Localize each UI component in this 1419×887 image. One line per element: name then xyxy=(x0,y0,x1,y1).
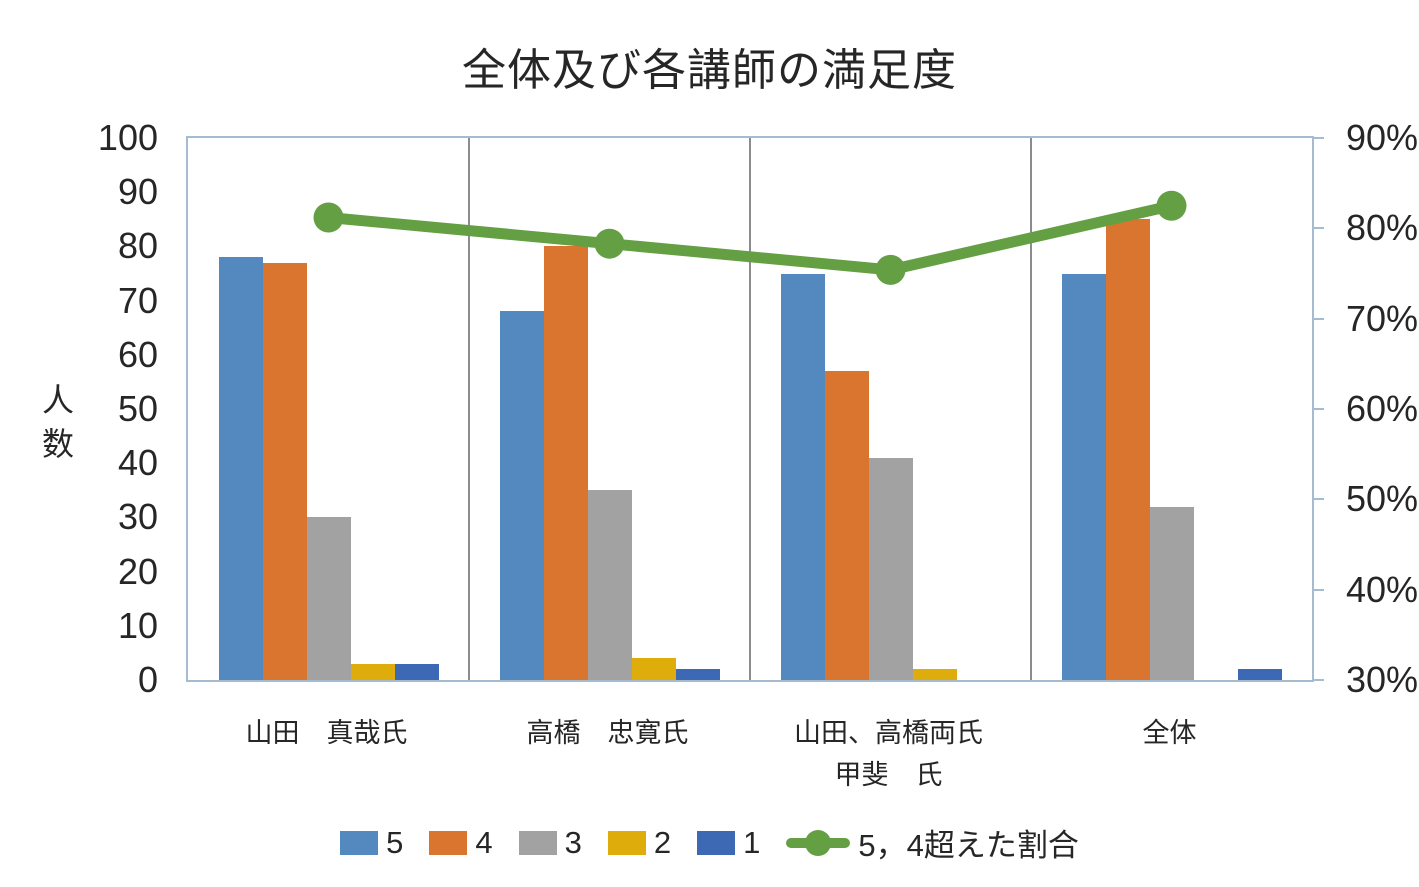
category-label-line: 山田、高橋両氏 xyxy=(794,718,983,748)
right-axis-tick-mark xyxy=(1314,588,1324,591)
category-label-0: 山田 真哉氏 xyxy=(146,712,507,754)
category-divider xyxy=(1030,138,1032,680)
legend-item-line: 5，4超えた割合 xyxy=(786,820,1079,865)
bar-series-1-cat-1 xyxy=(675,669,720,680)
right-axis-tick-mark xyxy=(1314,227,1324,230)
legend-line-marker-icon xyxy=(786,829,851,856)
bar-series-2-cat-2 xyxy=(912,669,957,680)
legend-item-4: 4 xyxy=(429,824,493,861)
legend-label: 5 xyxy=(386,824,404,860)
legend-swatch-icon xyxy=(429,830,468,855)
left-axis-title-char: 数 xyxy=(41,426,74,462)
left-axis-tick-label: 100 xyxy=(97,117,158,158)
category-label-3: 全体 xyxy=(989,712,1350,754)
right-axis-tick-mark xyxy=(1314,317,1324,320)
legend-swatch-icon xyxy=(340,830,379,855)
legend-swatch-icon xyxy=(518,830,557,855)
right-axis-tick-label: 70% xyxy=(1346,297,1419,339)
left-axis-tick-label: 30 xyxy=(117,496,158,538)
right-axis-tick-mark xyxy=(1314,137,1324,139)
bar-series-2-cat-1 xyxy=(631,658,676,680)
bar-series-4-cat-0 xyxy=(262,262,307,680)
legend-line-dot xyxy=(805,829,832,856)
line-marker-cat-3 xyxy=(1156,190,1187,221)
bar-series-5-cat-0 xyxy=(218,257,263,680)
legend-item-5: 5 xyxy=(340,825,403,861)
line-marker-cat-2 xyxy=(875,254,906,285)
chart-title: 全体及び各講師の満足度 xyxy=(462,46,957,95)
bar-series-5-cat-3 xyxy=(1061,273,1106,680)
left-axis-tick-label: 80 xyxy=(117,225,158,267)
left-axis-title-char: 人 xyxy=(41,382,74,418)
right-axis-tick-mark xyxy=(1314,498,1324,501)
legend-label: 4 xyxy=(475,824,493,860)
right-axis-tick-label: 40% xyxy=(1346,568,1419,610)
legend: 5 4 3 2 1 5，4超えた割合 xyxy=(0,820,1419,865)
bar-series-4-cat-1 xyxy=(543,246,588,680)
legend-swatch-icon xyxy=(697,830,736,855)
left-axis-tick-label: 20 xyxy=(117,550,158,592)
legend-item-3: 3 xyxy=(518,824,582,861)
legend-swatch-icon xyxy=(607,830,646,855)
plot-area xyxy=(186,136,1314,682)
line-marker-cat-1 xyxy=(594,228,625,259)
left-axis-tick-label: 60 xyxy=(117,333,158,375)
bar-series-4-cat-3 xyxy=(1105,219,1150,680)
bar-series-3-cat-3 xyxy=(1149,506,1194,680)
bar-series-1-cat-0 xyxy=(394,663,439,680)
right-axis-tick-label: 30% xyxy=(1346,659,1419,700)
right-axis-tick-label: 80% xyxy=(1346,207,1419,249)
left-axis-tick-label: 90 xyxy=(117,171,158,213)
legend-label: 1 xyxy=(743,824,761,860)
category-label-line: 高橋 忠寛氏 xyxy=(526,718,689,748)
bar-series-5-cat-2 xyxy=(780,273,825,680)
bar-series-5-cat-1 xyxy=(499,311,544,680)
left-axis-tick-label: 10 xyxy=(117,604,158,646)
category-divider xyxy=(468,138,470,680)
right-axis-tick-mark xyxy=(1314,679,1324,681)
right-axis-tick-label: 90% xyxy=(1346,117,1419,158)
bar-series-4-cat-2 xyxy=(824,371,869,680)
right-axis-tick-label: 50% xyxy=(1346,478,1419,520)
legend-item-2: 2 xyxy=(607,824,672,861)
category-label-line: 甲斐 氏 xyxy=(834,760,943,790)
line-marker-cat-0 xyxy=(313,202,344,233)
bar-series-3-cat-0 xyxy=(306,517,351,680)
left-axis-tick-label: 70 xyxy=(117,279,158,321)
right-axis-tick-mark xyxy=(1314,408,1324,410)
category-label-1: 高橋 忠寛氏 xyxy=(427,712,788,754)
category-label-line: 山田 真哉氏 xyxy=(245,718,408,748)
left-axis-tick-label: 50 xyxy=(117,388,158,429)
category-divider xyxy=(749,138,751,680)
left-axis-tick-label: 40 xyxy=(117,442,158,484)
bar-series-2-cat-0 xyxy=(350,663,395,680)
right-axis-tick-label: 60% xyxy=(1346,388,1419,429)
left-axis-title: 人数 xyxy=(40,378,76,466)
category-label-2: 山田、高橋両氏 甲斐 氏 xyxy=(708,712,1069,796)
legend-label: 5，4超えた割合 xyxy=(858,828,1079,863)
legend-item-1: 1 xyxy=(697,825,760,861)
bar-series-3-cat-1 xyxy=(587,490,632,680)
left-axis-tick-label: 0 xyxy=(137,659,158,700)
bar-series-1-cat-3 xyxy=(1237,669,1282,680)
category-label-line: 全体 xyxy=(1142,718,1197,748)
legend-label: 3 xyxy=(564,824,582,860)
bar-series-3-cat-2 xyxy=(868,457,913,680)
legend-label: 2 xyxy=(653,824,672,860)
